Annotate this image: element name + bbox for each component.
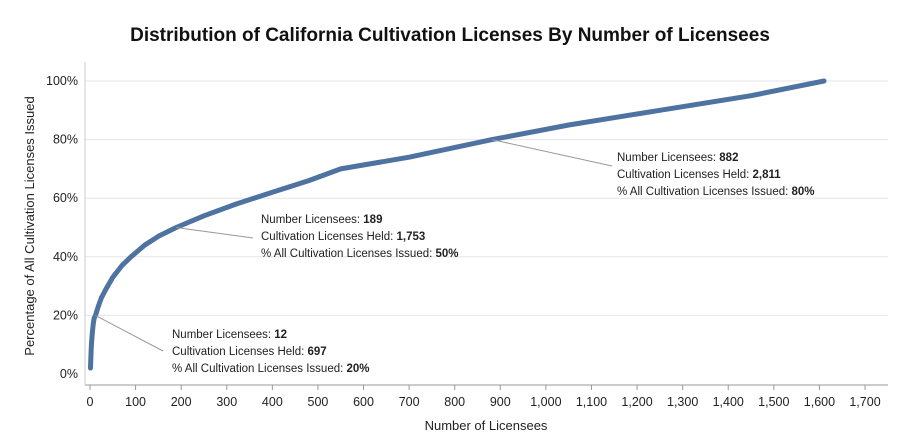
x-tick-label: 300 — [216, 395, 237, 409]
x-tick-label: 1,500 — [758, 395, 789, 409]
annotation-line: Cultivation Licenses Held: 697 — [172, 346, 327, 358]
x-axis-label: Number of Licensees — [425, 418, 548, 433]
x-tick-label: 200 — [171, 395, 192, 409]
annotation-value: 50% — [436, 248, 459, 260]
annotation-value: 697 — [308, 346, 327, 358]
x-tick-label: 1,700 — [849, 395, 880, 409]
gridlines — [85, 80, 888, 316]
annotation-label: % All Cultivation Licenses Issued: — [261, 248, 436, 260]
annotation-line: % All Cultivation Licenses Issued: 80% — [617, 186, 815, 198]
y-tick-label: 40% — [53, 250, 78, 264]
annotation-line: Number Licensees: 882 — [617, 152, 738, 164]
y-tick-label: 80% — [53, 133, 78, 147]
annotation-label: Number Licensees: — [617, 152, 719, 164]
x-tick-label: 600 — [353, 395, 374, 409]
y-tick-label: 100% — [46, 74, 78, 88]
x-tick-label: 100 — [125, 395, 146, 409]
annotation-label: Cultivation Licenses Held: — [617, 169, 753, 181]
annotation-value: 189 — [363, 214, 382, 226]
y-tick-label: 60% — [53, 191, 78, 205]
annotation-line: Cultivation Licenses Held: 2,811 — [617, 169, 781, 181]
annotation-value: 20% — [347, 363, 370, 375]
x-tick-label: 1,300 — [667, 395, 698, 409]
annotation-value: 882 — [719, 152, 738, 164]
annotation-leader — [176, 227, 254, 239]
annotation-label: Number Licensees: — [172, 329, 274, 341]
annotation-label: Cultivation Licenses Held: — [172, 346, 308, 358]
annotation-label: Number Licensees: — [261, 214, 363, 226]
x-tick-label: 500 — [308, 395, 329, 409]
x-axis-ticks: 0 100 200 300 400 500 600 700 800 900 1,000 1,100 1,… — [87, 385, 881, 409]
x-tick-label: 700 — [399, 395, 420, 409]
annotation-leader — [491, 139, 613, 167]
annotation-label: Cultivation Licenses Held: — [261, 231, 397, 243]
y-tick-label: 20% — [53, 308, 78, 322]
annotations: Number Licensees: 12 Cultivation Licenses… — [95, 139, 815, 375]
annotation-label: % All Cultivation Licenses Issued: — [617, 186, 792, 198]
annotation-value: 12 — [274, 329, 287, 341]
annotation-value: 80% — [792, 186, 815, 198]
series-line — [88, 78, 827, 371]
x-tick-label: 1,200 — [621, 395, 652, 409]
x-tick-label: 1,000 — [530, 395, 561, 409]
annotation-line: Number Licensees: 12 — [172, 329, 287, 341]
annotation-line: Number Licensees: 189 — [261, 214, 382, 226]
annotation-line: % All Cultivation Licenses Issued: 50% — [261, 248, 459, 260]
annotation-line: Cultivation Licenses Held: 1,753 — [261, 231, 425, 243]
annotation-leader — [95, 314, 164, 352]
x-tick-label: 1,600 — [804, 395, 835, 409]
x-tick-label: 1,400 — [713, 395, 744, 409]
chart-title: Distribution of California Cultivation L… — [130, 25, 770, 46]
y-axis-ticks: 0% 20% 40% 60% 80% 100% — [46, 74, 78, 381]
series-layer — [88, 78, 827, 371]
x-tick-label: 0 — [87, 395, 94, 409]
x-tick-label: 400 — [262, 395, 283, 409]
x-tick-label: 900 — [490, 395, 511, 409]
annotation-line: % All Cultivation Licenses Issued: 20% — [172, 363, 370, 375]
annotation-value: 1,753 — [397, 231, 426, 243]
x-tick-label: 800 — [444, 395, 465, 409]
x-tick-label: 1,100 — [576, 395, 607, 409]
y-axis-label: Percentage of All Cultivation Licenses I… — [22, 96, 37, 355]
y-tick-label: 0% — [60, 367, 78, 381]
annotation-label: % All Cultivation Licenses Issued: — [172, 363, 347, 375]
annotation-value: 2,811 — [753, 169, 782, 181]
